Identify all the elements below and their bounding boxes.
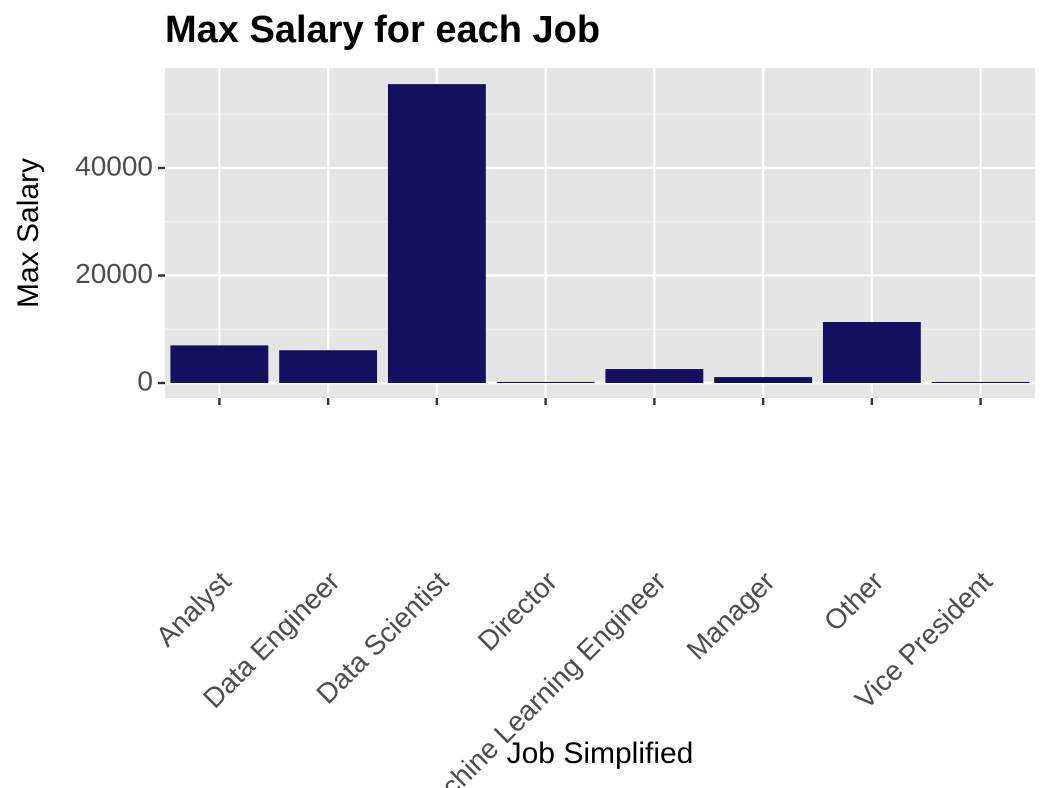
y-tick-label: 0 (137, 365, 153, 396)
x-axis-title: Job Simplified (507, 737, 694, 770)
x-tick-label: Manager (681, 566, 781, 666)
bar (605, 369, 704, 384)
bar (387, 84, 486, 384)
bar (822, 321, 921, 384)
x-tick-label: Director (472, 566, 563, 657)
chart-title: Max Salary for each Job (165, 9, 600, 51)
y-tick-label: 40000 (75, 150, 153, 181)
bar (931, 381, 1030, 384)
x-tick-label: Analyst (150, 565, 237, 652)
bar (714, 377, 813, 384)
bar (496, 381, 595, 384)
x-tick-label: Other (818, 566, 889, 637)
y-tick-label: 20000 (75, 258, 153, 289)
bar (279, 350, 378, 384)
bar (170, 345, 269, 384)
y-axis-title: Max Salary (12, 158, 45, 308)
